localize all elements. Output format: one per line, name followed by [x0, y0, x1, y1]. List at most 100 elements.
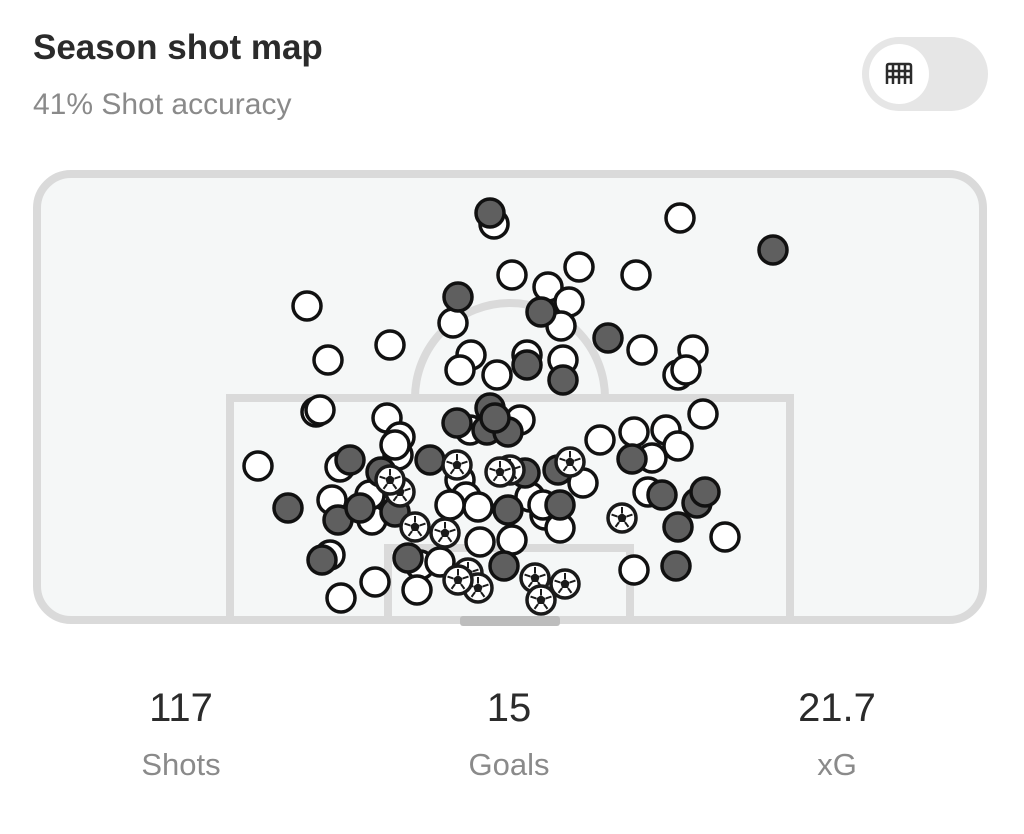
- shot: [379, 429, 411, 461]
- ball-patch: [560, 579, 570, 589]
- ball-seam: [434, 528, 441, 533]
- shot: [660, 550, 692, 582]
- shot: [437, 307, 469, 339]
- ball-seam: [404, 522, 411, 527]
- shot: [662, 430, 694, 462]
- ball-patch: [565, 457, 575, 467]
- shot: [462, 491, 494, 523]
- ball-seam: [392, 495, 398, 502]
- ball-seam: [567, 587, 573, 594]
- goal-shot: [441, 449, 473, 481]
- stat-label: Goals: [468, 747, 550, 782]
- ball-patch: [440, 528, 450, 538]
- shot: [359, 566, 391, 598]
- shot: [670, 354, 702, 386]
- ball-seam: [450, 583, 456, 590]
- shot: [592, 322, 624, 354]
- ball-seam: [460, 583, 466, 590]
- ball-seam: [614, 521, 620, 528]
- goal-shot: [429, 517, 461, 549]
- shot: [401, 574, 433, 606]
- stat-label: Shots: [141, 747, 221, 782]
- ball-seam: [524, 573, 531, 578]
- shot: [444, 354, 476, 386]
- shot: [334, 444, 366, 476]
- ball-patch: [495, 467, 505, 477]
- shot: [584, 424, 616, 456]
- ball-seam: [446, 460, 453, 465]
- ball-patch: [536, 595, 546, 605]
- ball-seam: [461, 460, 468, 465]
- shot: [325, 582, 357, 614]
- shot: [481, 359, 513, 391]
- goal-shot: [484, 456, 516, 488]
- ball-seam: [449, 468, 455, 475]
- ball-seam: [611, 513, 618, 518]
- ball-patch: [385, 475, 395, 485]
- ball-seam: [572, 465, 578, 472]
- shot: [616, 443, 648, 475]
- subtitle: 41% Shot accuracy: [33, 88, 292, 121]
- shot: [474, 197, 506, 229]
- ball-seam: [574, 457, 581, 462]
- shot: [525, 296, 557, 328]
- penalty-arc: [411, 299, 609, 399]
- ball-seam: [569, 579, 576, 584]
- shot: [464, 526, 496, 558]
- ball-seam: [543, 603, 549, 610]
- goal-shot: [606, 502, 638, 534]
- ball-seam: [624, 521, 630, 528]
- shot: [496, 259, 528, 291]
- ball-seam: [382, 483, 388, 490]
- penalty-box: [226, 394, 794, 620]
- stat: 21.7 xG: [737, 686, 937, 783]
- ball-patch: [530, 573, 540, 583]
- ball-seam: [489, 467, 496, 472]
- ball-seam: [462, 575, 469, 580]
- shot: [687, 398, 719, 430]
- shot: [664, 202, 696, 234]
- goal-shot: [554, 446, 586, 478]
- goal-shot: [374, 464, 406, 496]
- ball-patch: [410, 522, 420, 532]
- shot: [312, 344, 344, 376]
- shot: [544, 489, 576, 521]
- ball-seam: [459, 468, 465, 475]
- shot: [291, 290, 323, 322]
- shot: [496, 524, 528, 556]
- ball-seam: [492, 475, 498, 482]
- stat: 117 Shots: [81, 686, 281, 783]
- shot: [392, 542, 424, 574]
- stat-value: 15: [486, 686, 532, 730]
- ball-seam: [392, 483, 398, 490]
- toggle-knob[interactable]: [869, 44, 929, 104]
- ball-seam: [470, 591, 476, 598]
- ball-seam: [402, 495, 408, 502]
- pitch: [33, 170, 987, 626]
- shot: [441, 407, 473, 439]
- ball-seam: [557, 587, 563, 594]
- ball-seam: [472, 568, 479, 573]
- shot: [414, 444, 446, 476]
- goal-shot: [519, 562, 551, 594]
- ball-seam: [626, 513, 633, 518]
- stat-value: 21.7: [798, 686, 876, 730]
- shot: [492, 494, 524, 526]
- shot: [434, 489, 466, 521]
- ball-patch: [617, 513, 627, 523]
- ball-seam: [562, 465, 568, 472]
- ball-seam: [379, 475, 386, 480]
- ball-seam: [449, 528, 456, 533]
- shot: [689, 476, 721, 508]
- ball-seam: [533, 603, 539, 610]
- shot-map: [33, 170, 987, 626]
- shot: [344, 492, 376, 524]
- ball-seam: [530, 595, 537, 600]
- shot: [547, 364, 579, 396]
- goal-shot: [399, 511, 431, 543]
- title: Season shot map: [33, 28, 323, 67]
- goal-shot: [549, 568, 581, 600]
- shot: [488, 550, 520, 582]
- view-toggle[interactable]: [862, 37, 988, 111]
